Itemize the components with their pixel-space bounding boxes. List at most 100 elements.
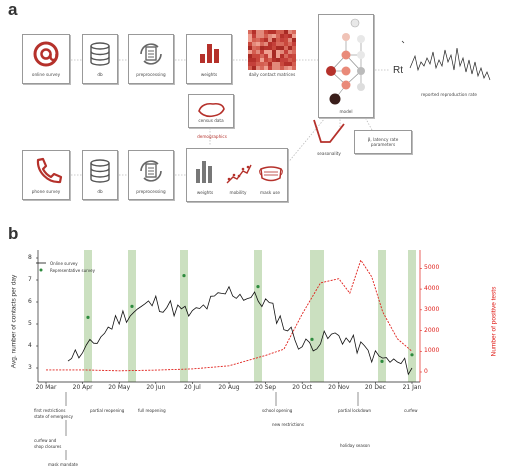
annotation-holiday-season: holiday season bbox=[340, 443, 370, 448]
heatmap-cell bbox=[272, 30, 276, 34]
country-map-icon bbox=[198, 102, 225, 118]
heatmap-cell bbox=[276, 54, 280, 58]
preprocessing-label-1: preprocessing bbox=[136, 72, 166, 77]
x-tick-label: 20 Oct bbox=[292, 384, 313, 391]
heatmap-cell bbox=[268, 62, 272, 66]
heatmap-cell bbox=[248, 42, 252, 46]
chart-legend bbox=[36, 262, 46, 272]
heatmap-cell bbox=[256, 50, 260, 54]
heatmap-cell bbox=[264, 66, 268, 70]
database-box-2: db bbox=[82, 150, 118, 200]
heatmap-cell bbox=[268, 58, 272, 62]
x-tick-label: 20 Mar bbox=[35, 384, 57, 391]
heatmap-cell bbox=[248, 46, 252, 50]
heatmap-cell bbox=[280, 66, 284, 70]
online-survey-label: online survey bbox=[31, 72, 61, 77]
heatmap-cell bbox=[276, 66, 280, 70]
heatmap-cell bbox=[272, 38, 276, 42]
factor-icons bbox=[196, 161, 283, 184]
heatmap-cell bbox=[252, 42, 256, 46]
heatmap-cell bbox=[292, 30, 296, 34]
heatmap-cell bbox=[264, 30, 268, 34]
representative-survey-point bbox=[86, 315, 90, 319]
heatmap-cell bbox=[288, 58, 292, 62]
seasonality-curve-icon bbox=[313, 119, 345, 143]
heatmap-cell bbox=[288, 42, 292, 46]
heatmap-cell bbox=[276, 62, 280, 66]
heatmap-cell bbox=[264, 38, 268, 42]
heatmap-cell bbox=[248, 50, 252, 54]
x-tick-label: 21 Jan bbox=[402, 384, 422, 391]
preprocessing-icon bbox=[140, 160, 162, 182]
beta-params-box: β, latency rate parameters bbox=[354, 130, 412, 154]
representative-survey-point bbox=[130, 304, 134, 308]
heatmap-cell bbox=[268, 42, 272, 46]
preprocessing-icon bbox=[140, 43, 162, 65]
panel-b-label: b bbox=[8, 224, 19, 243]
heatmap-cell bbox=[292, 42, 296, 46]
heatmap-cell bbox=[268, 54, 272, 58]
heatmap-cell bbox=[280, 30, 284, 34]
y-tick-right-label: 2000 bbox=[424, 326, 440, 334]
heatmap-cell bbox=[248, 38, 252, 42]
heatmap-cell bbox=[248, 58, 252, 62]
heatmap-cell bbox=[292, 34, 296, 38]
heatmap-cell bbox=[280, 38, 284, 42]
representative-survey-point bbox=[410, 353, 414, 357]
y-tick-left-label: 8 bbox=[28, 254, 32, 261]
annotation-first-restrictions: first restrictions bbox=[34, 408, 66, 413]
heatmap-cell bbox=[256, 30, 260, 34]
representative-survey-point bbox=[182, 274, 186, 278]
preprocessing-label-2: preprocessing bbox=[136, 189, 166, 194]
heatmap-cell bbox=[272, 34, 276, 38]
shaded-band bbox=[128, 250, 136, 382]
annotation-curfew-and: curfew and bbox=[34, 438, 57, 443]
heatmap-cell bbox=[276, 34, 280, 38]
heatmap-cell bbox=[256, 54, 260, 58]
model-label: model bbox=[339, 109, 353, 114]
heatmap-cell bbox=[260, 30, 264, 34]
shaded-band bbox=[254, 250, 262, 382]
contact-matrices: daily contact matrices bbox=[248, 30, 296, 82]
at-sign-icon bbox=[33, 41, 59, 67]
x-tick-label: 20 Dec bbox=[364, 384, 386, 391]
heatmap-cell bbox=[260, 66, 264, 70]
shaded-bands bbox=[84, 250, 416, 382]
heatmap-cell bbox=[276, 42, 280, 46]
shaded-band bbox=[316, 250, 324, 382]
heatmap-cell bbox=[268, 66, 272, 70]
heatmap-cell bbox=[252, 46, 256, 50]
heatmap-cell bbox=[260, 62, 264, 66]
heatmap-cell bbox=[256, 62, 260, 66]
shaded-band bbox=[180, 250, 188, 382]
heatmap-cell bbox=[272, 58, 276, 62]
heatmap-cell bbox=[272, 62, 276, 66]
heatmap-cell bbox=[248, 62, 252, 66]
heatmap-cell bbox=[292, 54, 296, 58]
positive-tests-line bbox=[46, 259, 413, 372]
heatmap-cell bbox=[272, 42, 276, 46]
census-data-label: census data bbox=[198, 118, 224, 123]
heatmap-cell bbox=[252, 62, 256, 66]
heatmap-cell bbox=[260, 34, 264, 38]
heatmap-cell bbox=[264, 34, 268, 38]
heatmap-cell bbox=[248, 54, 252, 58]
heatmap-cell bbox=[288, 34, 292, 38]
contact-matrix-heatmap bbox=[248, 30, 296, 70]
heatmap-cell bbox=[256, 38, 260, 42]
heatmap-cell bbox=[284, 34, 288, 38]
representative-survey-point bbox=[256, 285, 260, 289]
factors-box: weights mobility mask use bbox=[186, 148, 288, 202]
shaded-band bbox=[378, 250, 386, 382]
y-tick-left-label: 6 bbox=[28, 298, 32, 305]
ylabel-right: Number of positive tests bbox=[490, 286, 498, 357]
heatmap-cell bbox=[264, 50, 268, 54]
heatmap-cell bbox=[252, 38, 256, 42]
heatmap-cell bbox=[268, 30, 272, 34]
seasonality-label: seasonality bbox=[317, 151, 341, 156]
heatmap-cell bbox=[268, 34, 272, 38]
preprocessing-box-1: preprocessing bbox=[128, 34, 174, 84]
legend-rep-label: Representative survey bbox=[50, 268, 95, 273]
ylabel-left: Avg. number of contacts per day bbox=[10, 274, 18, 369]
weights-label-2: weights bbox=[196, 190, 214, 195]
